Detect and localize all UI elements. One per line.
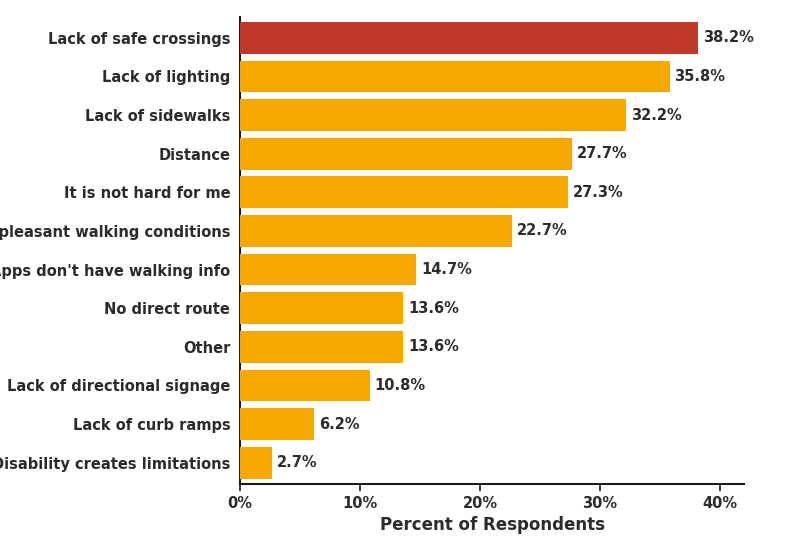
Bar: [240, 408, 314, 440]
Text: 2.7%: 2.7%: [277, 455, 318, 470]
Bar: [240, 60, 670, 92]
Text: 38.2%: 38.2%: [703, 30, 754, 45]
Bar: [240, 215, 513, 247]
Bar: [240, 22, 698, 53]
Text: 13.6%: 13.6%: [408, 339, 459, 354]
Bar: [240, 370, 370, 402]
Bar: [240, 447, 272, 478]
Bar: [240, 293, 403, 324]
Bar: [240, 331, 403, 362]
Bar: [240, 138, 573, 169]
Text: 27.7%: 27.7%: [578, 146, 628, 161]
Text: 10.8%: 10.8%: [374, 378, 426, 393]
Text: 32.2%: 32.2%: [631, 107, 682, 123]
Text: 6.2%: 6.2%: [319, 416, 360, 432]
X-axis label: Percent of Respondents: Percent of Respondents: [379, 516, 605, 535]
Bar: [240, 254, 416, 285]
Bar: [240, 99, 626, 131]
Text: 22.7%: 22.7%: [518, 223, 568, 239]
Text: 27.3%: 27.3%: [573, 185, 623, 200]
Text: 35.8%: 35.8%: [674, 69, 726, 84]
Text: 14.7%: 14.7%: [422, 262, 472, 277]
Text: 13.6%: 13.6%: [408, 301, 459, 316]
Bar: [240, 177, 568, 208]
